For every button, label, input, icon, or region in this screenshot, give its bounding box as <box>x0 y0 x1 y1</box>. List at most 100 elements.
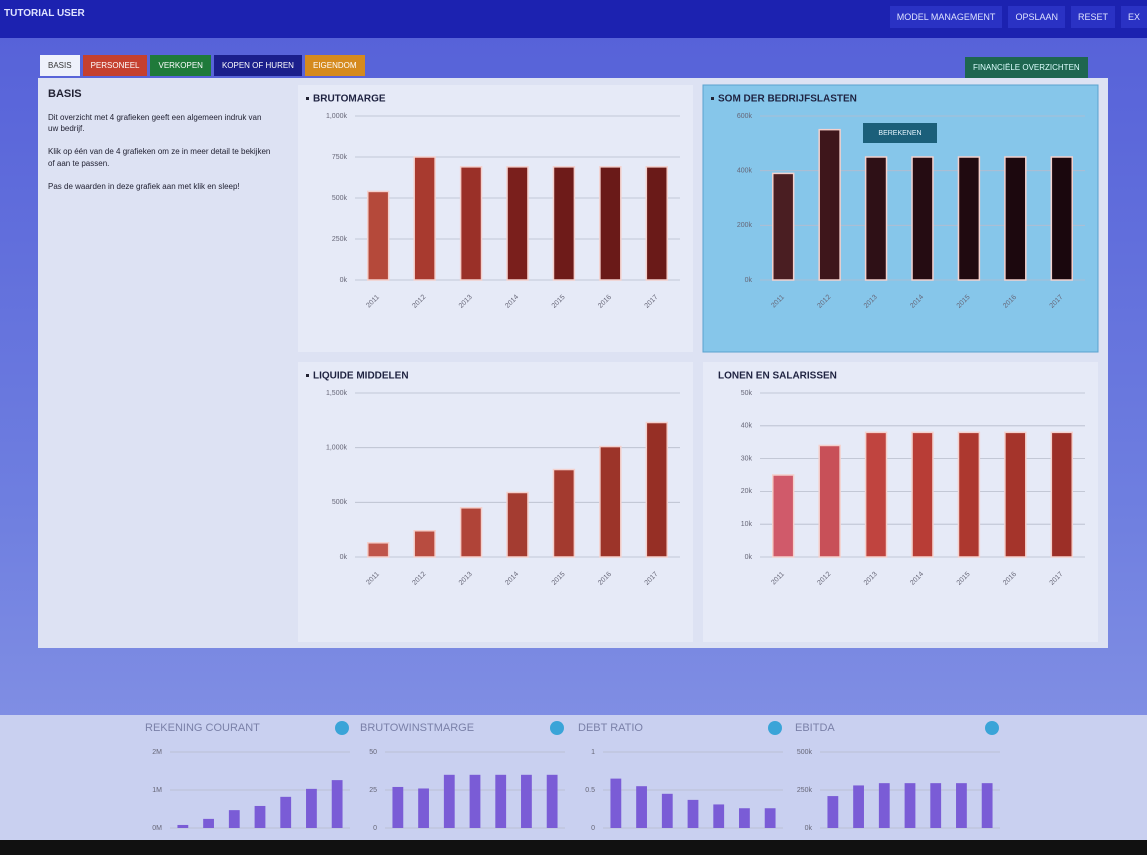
bar[interactable] <box>713 804 725 828</box>
info-icon[interactable] <box>335 721 349 735</box>
bar[interactable] <box>661 793 673 828</box>
bar[interactable] <box>878 783 890 828</box>
bar[interactable] <box>930 783 942 828</box>
bar[interactable] <box>957 156 981 281</box>
bar[interactable] <box>413 156 436 281</box>
bar[interactable] <box>864 431 888 558</box>
bar[interactable] <box>443 774 455 828</box>
user-name: TUTORIAL USER <box>4 8 85 19</box>
bar[interactable] <box>1004 156 1027 281</box>
bar[interactable] <box>521 774 532 828</box>
bar[interactable] <box>818 128 841 281</box>
bar[interactable] <box>687 799 699 828</box>
y-tick-label: 0k <box>340 277 348 284</box>
bar[interactable] <box>645 421 668 558</box>
bar[interactable] <box>981 783 993 828</box>
bar[interactable] <box>904 783 916 828</box>
y-tick-label: 1M <box>152 787 162 794</box>
bar[interactable] <box>254 805 266 828</box>
bar[interactable] <box>177 824 189 828</box>
calc-button-label: BEREKENEN <box>878 130 921 137</box>
bar[interactable] <box>506 491 529 558</box>
bar[interactable] <box>764 808 776 828</box>
bar[interactable] <box>1004 431 1027 558</box>
y-tick-label: 500k <box>797 749 813 756</box>
bar[interactable] <box>459 166 483 281</box>
y-tick-label: 1 <box>591 749 595 756</box>
tab[interactable]: PERSONEEL <box>82 55 148 76</box>
bar[interactable] <box>506 166 529 281</box>
bar[interactable] <box>853 785 864 828</box>
bar[interactable] <box>610 778 622 828</box>
bar[interactable] <box>599 166 622 281</box>
nav-button[interactable]: RESET <box>1070 6 1115 28</box>
overview-button[interactable]: FINANCIËLE OVERZICHTEN <box>965 57 1088 78</box>
bar[interactable] <box>827 796 839 828</box>
bar[interactable] <box>495 774 507 828</box>
y-tick-label: 0k <box>340 554 348 561</box>
y-tick-label: 10k <box>741 521 753 528</box>
bar[interactable] <box>645 166 668 281</box>
info-icon[interactable] <box>985 721 999 735</box>
y-tick-label: 0 <box>591 825 595 832</box>
y-tick-label: 20k <box>741 488 753 495</box>
bar[interactable] <box>392 786 404 828</box>
bar[interactable] <box>413 530 436 558</box>
bar[interactable] <box>203 818 214 828</box>
bar[interactable] <box>739 808 750 828</box>
bar[interactable] <box>818 444 841 558</box>
y-tick-label: 600k <box>737 113 753 120</box>
bar[interactable] <box>546 774 558 828</box>
chart-title: LIQUIDE MIDDELEN <box>313 371 409 382</box>
nav-button[interactable]: EX <box>1120 6 1147 28</box>
y-tick-label: 2M <box>152 749 162 756</box>
calc-button[interactable] <box>863 123 937 143</box>
bar[interactable] <box>599 445 622 558</box>
y-tick-label: 30k <box>741 455 753 462</box>
bar[interactable] <box>957 431 981 558</box>
bar[interactable] <box>1050 431 1073 558</box>
bar[interactable] <box>911 156 934 281</box>
bar[interactable] <box>636 786 647 828</box>
bullet <box>306 97 309 100</box>
bar[interactable] <box>228 810 240 828</box>
bar[interactable] <box>367 542 390 558</box>
y-tick-label: 25 <box>369 787 377 794</box>
bar[interactable] <box>772 474 795 558</box>
nav-button[interactable]: OPSLAAN <box>1008 6 1065 28</box>
tab[interactable]: KOPEN OF HUREN <box>213 55 302 76</box>
tab[interactable]: BASIS <box>40 55 80 76</box>
bar[interactable] <box>459 507 483 558</box>
info-icon[interactable] <box>768 721 782 735</box>
y-tick-label: 0k <box>805 825 813 832</box>
kpi-strip <box>0 715 1147 840</box>
bar[interactable] <box>331 780 343 828</box>
y-tick-label: 200k <box>737 222 753 229</box>
bar[interactable] <box>552 468 576 558</box>
bar[interactable] <box>1050 156 1073 281</box>
bar[interactable] <box>911 431 934 558</box>
chart-panel[interactable] <box>703 362 1098 642</box>
tab[interactable]: EIGENDOM <box>304 55 365 76</box>
y-tick-label: 400k <box>737 168 753 175</box>
y-tick-label: 0k <box>745 554 753 561</box>
y-tick-label: 0.5 <box>585 787 595 794</box>
top-bar: TUTORIAL USER MODEL MANAGEMENT OPSLAAN R… <box>0 0 1147 38</box>
bar[interactable] <box>552 166 576 281</box>
bar[interactable] <box>367 190 390 281</box>
bar[interactable] <box>956 783 967 828</box>
bar[interactable] <box>469 774 481 828</box>
bar[interactable] <box>418 788 429 828</box>
chart-title: BRUTOMARGE <box>313 94 386 105</box>
bar[interactable] <box>306 788 317 828</box>
tabs: BASIS PERSONEEL VERKOPEN KOPEN OF HUREN … <box>40 55 365 76</box>
nav-button[interactable]: MODEL MANAGEMENT <box>889 6 1003 28</box>
info-icon[interactable] <box>550 721 564 735</box>
bar[interactable] <box>772 172 795 281</box>
y-tick-label: 0M <box>152 825 162 832</box>
bar[interactable] <box>280 796 292 828</box>
intro-text: Pas de waarden in deze grafiek aan met k… <box>48 181 240 191</box>
chart-panel[interactable] <box>298 85 693 352</box>
tab[interactable]: VERKOPEN <box>150 55 211 76</box>
bar[interactable] <box>864 156 888 281</box>
